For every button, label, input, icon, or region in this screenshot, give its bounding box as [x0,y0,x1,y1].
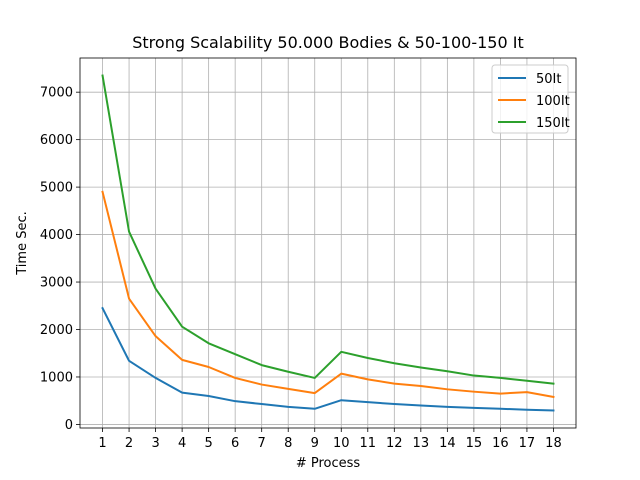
legend-label: 100It [536,94,570,109]
plot-frame [79,57,577,429]
y-tick-label: 4000 [40,228,73,243]
x-tick-label: 1 [98,436,106,451]
legend-label: 150It [536,116,570,131]
chart-title: Strong Scalability 50.000 Bodies & 50-10… [132,33,523,52]
x-tick-label: 4 [178,436,186,451]
x-tick-label: 18 [545,436,562,451]
y-tick-label: 7000 [40,86,73,101]
y-tick-label: 2000 [40,323,73,338]
x-tick-label: 17 [519,436,536,451]
legend-box [491,64,569,134]
x-tick-label: 10 [333,436,350,451]
series-line-50It [101,306,555,412]
x-tick-label: 7 [258,436,266,451]
series-line-150It [101,74,555,385]
legend: 50It 100It 150It [491,64,570,134]
x-tick-label: 16 [492,436,509,451]
series-line-100It [101,190,555,399]
x-tick-label: 2 [125,436,133,451]
x-axis-title: # Process [296,456,361,471]
x-tick-label: 5 [205,436,213,451]
y-tick-label: 5000 [40,181,73,196]
x-tick-label: 15 [466,436,483,451]
x-tick-label: 12 [386,436,403,451]
x-tick-label: 3 [151,436,159,451]
x-tick-label: 13 [413,436,430,451]
y-tick-label: 3000 [40,276,73,291]
x-tick-label: 9 [311,436,319,451]
y-tick-label: 0 [65,418,73,433]
y-axis: 0 1000 2000 3000 4000 5000 6000 7000 [40,86,80,433]
x-tick-label: 11 [360,436,377,451]
legend-label: 50It [536,72,561,87]
y-tick-label: 6000 [40,133,73,148]
x-tick-label: 8 [284,436,292,451]
x-axis: 1 2 3 4 5 6 7 8 9 10 11 12 13 14 15 16 17 18 [98,428,562,451]
x-tick-label: 14 [439,436,456,451]
y-tick-label: 1000 [40,370,73,385]
x-tick-label: 6 [231,436,239,451]
series-lines [101,74,555,412]
y-axis-title: Time Sec. [15,211,30,275]
